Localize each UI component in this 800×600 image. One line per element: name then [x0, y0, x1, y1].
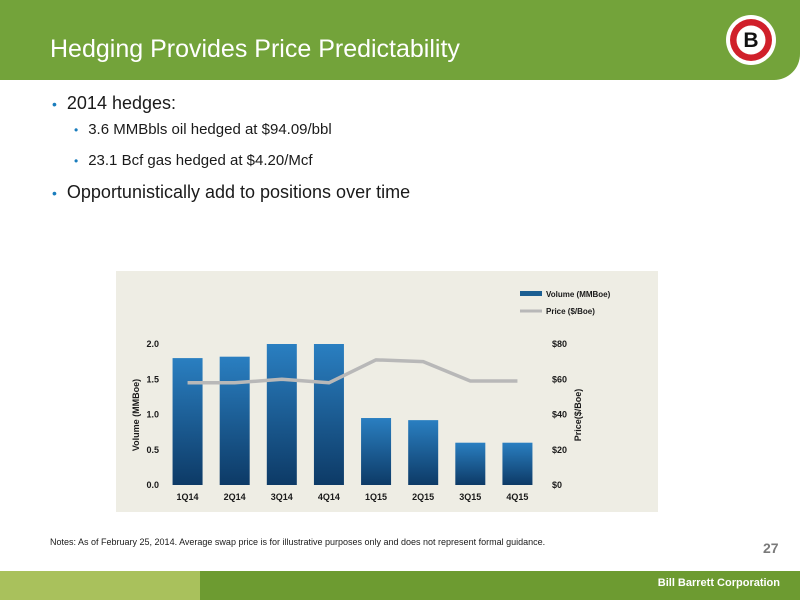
- hedge-chart: 0.0 0.5 1.0 1.5 2.0 $0 $20 $40 $60 $80 Volume (MMB…: [131, 290, 611, 502]
- legend-label-volume: Volume (MMBoe): [546, 290, 611, 299]
- bar-volume: [408, 420, 439, 485]
- bullet-text: Opportunistically add to positions over …: [66, 182, 411, 202]
- notes-text: Notes: As of February 25, 2014. Average …: [50, 537, 546, 547]
- y2-tick-label: $40: [552, 410, 567, 420]
- y2-tick-label: $0: [552, 480, 562, 490]
- bullet-marker: •: [74, 154, 79, 168]
- y2-tick-label: $20: [552, 445, 567, 455]
- company-logo-icon: B: [726, 15, 776, 65]
- legend-label-price: Price ($/Boe): [546, 307, 595, 316]
- x-tick-label: 1Q15: [365, 492, 387, 502]
- footer-company-name: Bill Barrett Corporation: [657, 577, 780, 589]
- bullet-marker: •: [74, 123, 79, 137]
- chart-panel: 0.0 0.5 1.0 1.5 2.0 $0 $20 $40 $60 $80 Volume (MMB…: [116, 271, 658, 512]
- bar-volume: [266, 344, 297, 485]
- bullet-text: 2014 hedges:: [66, 93, 177, 113]
- y-tick-label: 0.5: [146, 445, 159, 455]
- bullet-item: • Opportunistically add to positions ove…: [52, 182, 410, 203]
- bar-volume: [455, 442, 486, 485]
- y2-tick-label: $60: [552, 374, 567, 384]
- svg-text:B: B: [743, 29, 758, 52]
- sub-bullet-item: • 23.1 Bcf gas hedged at $4.20/Mcf: [74, 152, 313, 169]
- page-number: 27: [763, 540, 779, 556]
- x-tick-label: 4Q14: [318, 492, 340, 502]
- legend-swatch-volume: [520, 291, 542, 296]
- x-tick-label: 3Q15: [459, 492, 481, 502]
- bullet-item: • 2014 hedges:: [52, 93, 176, 114]
- bullet-marker: •: [52, 185, 57, 201]
- y-tick-label: 1.0: [146, 410, 159, 420]
- x-tick-label: 3Q14: [271, 492, 293, 502]
- header-bar: Hedging Provides Price Predictability B: [0, 0, 800, 80]
- y-tick-label: 2.0: [146, 339, 159, 349]
- bar-volume: [219, 356, 250, 485]
- bar-volume: [502, 442, 533, 485]
- y-axis-label: Volume (MMBoe): [131, 379, 141, 451]
- footer-accent: [200, 571, 800, 600]
- x-tick-label: 2Q15: [412, 492, 434, 502]
- sub-bullet-item: • 3.6 MMBbls oil hedged at $94.09/bbl: [74, 121, 332, 138]
- bullet-text: 23.1 Bcf gas hedged at $4.20/Mcf: [88, 152, 313, 169]
- price-line: [187, 358, 518, 385]
- y2-tick-label: $80: [552, 339, 567, 349]
- x-tick-label: 4Q15: [506, 492, 528, 502]
- y-tick-label: 0.0: [146, 480, 159, 490]
- page-title: Hedging Provides Price Predictability: [50, 35, 460, 63]
- bullet-marker: •: [52, 96, 57, 112]
- bar-volume: [361, 418, 392, 485]
- bullet-text: 3.6 MMBbls oil hedged at $94.09/bbl: [88, 121, 332, 138]
- x-tick-label: 1Q14: [177, 492, 199, 502]
- bar-volume: [313, 344, 344, 485]
- x-tick-label: 2Q14: [224, 492, 246, 502]
- y2-axis-label: Price($/Boe): [573, 389, 583, 442]
- bar-volume: [172, 358, 203, 485]
- y-tick-label: 1.5: [146, 374, 159, 384]
